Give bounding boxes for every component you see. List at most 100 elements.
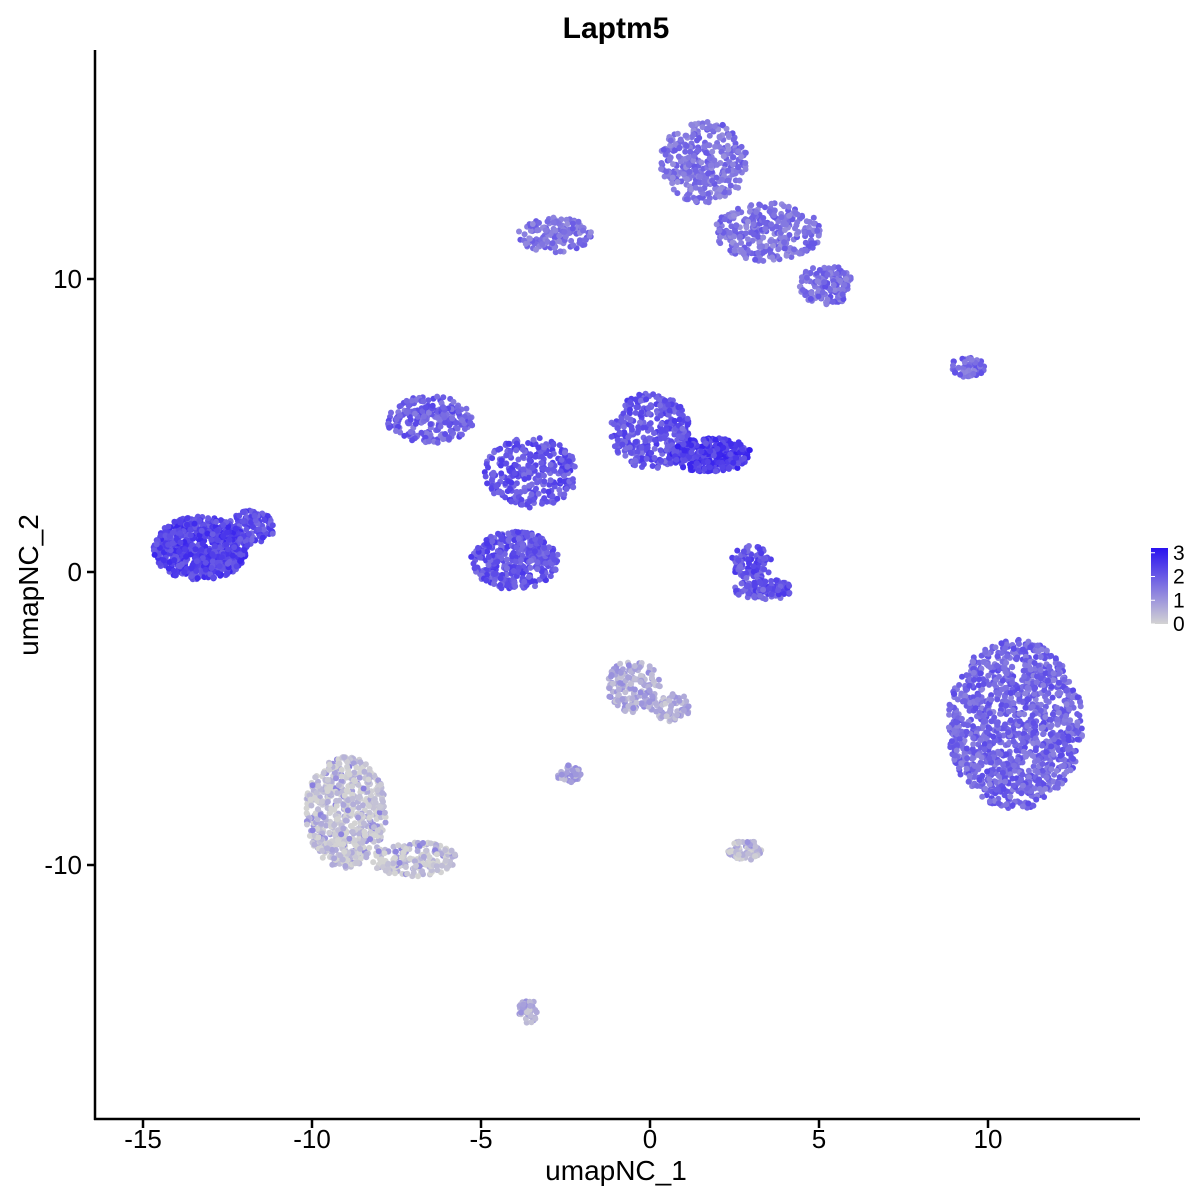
cell-point: [497, 575, 504, 582]
cell-point: [738, 153, 745, 160]
cell-point: [1010, 738, 1017, 745]
cell-point: [1039, 760, 1046, 767]
cell-point: [355, 804, 362, 811]
cell-point: [615, 686, 622, 693]
cell-point: [482, 473, 489, 480]
cell-point: [379, 789, 386, 796]
cell-point: [375, 848, 382, 855]
cell-point: [742, 160, 749, 166]
cell-point: [663, 168, 670, 175]
cell-point: [512, 462, 519, 468]
cell-point: [726, 849, 733, 855]
cell-point: [768, 200, 775, 207]
cell-point: [990, 733, 997, 740]
cell-point: [251, 512, 258, 519]
cell-point: [412, 420, 419, 427]
cell-point: [637, 679, 644, 685]
cell-point: [303, 805, 310, 812]
cell-point: [470, 560, 477, 567]
cell-point: [344, 763, 351, 770]
cell-point: [1001, 665, 1007, 671]
cell-point: [429, 402, 436, 409]
cell-point: [335, 827, 342, 834]
cell-point: [721, 189, 728, 196]
cell-point: [442, 857, 449, 864]
cell-point: [1029, 712, 1036, 719]
cell-point: [367, 836, 374, 843]
cell-point: [672, 147, 678, 154]
cell-point: [632, 457, 639, 464]
cell-point: [727, 182, 734, 189]
cell-point: [744, 839, 751, 846]
cell-point: [745, 240, 752, 247]
cell-point: [1054, 732, 1061, 739]
cell-point: [1022, 690, 1029, 697]
cell-point: [1055, 709, 1062, 716]
cell-point: [1003, 702, 1010, 709]
cell-point: [442, 847, 449, 854]
cell-point: [629, 695, 636, 702]
cell-point: [610, 680, 616, 687]
cell-point: [963, 745, 970, 752]
cell-point: [1029, 703, 1036, 710]
cell-point: [366, 844, 373, 851]
cell-point: [510, 549, 517, 556]
cell-point: [640, 461, 647, 468]
cell-point: [945, 724, 952, 731]
cell-point: [760, 234, 767, 241]
cell-point: [353, 764, 360, 771]
cell-point: [440, 404, 447, 411]
cell-point: [324, 845, 331, 852]
cell-point: [324, 788, 331, 795]
cell-point: [513, 544, 520, 551]
cell-point: [963, 765, 970, 772]
cell-point: [373, 852, 380, 859]
cell-point: [446, 435, 453, 441]
cell-point: [986, 776, 993, 783]
cell-point: [550, 219, 557, 226]
cell-point: [390, 843, 397, 850]
cell-point: [620, 423, 627, 430]
cell-point: [333, 802, 340, 809]
cell-point: [359, 839, 366, 846]
cell-point: [372, 799, 379, 806]
cell-point: [974, 782, 981, 789]
cell-point: [332, 831, 338, 838]
cell-point: [454, 425, 461, 432]
cell-point: [662, 151, 669, 158]
cell-point: [303, 810, 310, 817]
cell-point: [786, 212, 793, 219]
cell-point: [489, 538, 496, 545]
cell-point: [392, 848, 399, 855]
cell-point: [980, 681, 987, 688]
cell-point: [725, 167, 732, 174]
cell-point: [970, 735, 977, 741]
cell-point: [434, 439, 441, 446]
cell-point: [381, 809, 388, 816]
cell-point: [309, 827, 316, 834]
cell-point: [627, 681, 634, 687]
cell-point: [532, 583, 538, 590]
cell-point: [458, 417, 465, 424]
cell-point: [610, 421, 617, 428]
cell-point: [615, 691, 622, 698]
cell-point: [751, 593, 758, 600]
cell-point: [995, 800, 1002, 807]
cell-point: [1054, 780, 1061, 787]
cell-point: [966, 682, 973, 689]
cell-point: [651, 455, 658, 461]
cell-point: [627, 406, 633, 413]
cell-point: [725, 177, 732, 184]
cell-point: [547, 573, 554, 580]
cell-point: [985, 672, 992, 679]
cell-point: [356, 770, 363, 776]
cell-point: [1016, 696, 1023, 703]
cell-point: [788, 254, 795, 260]
cell-point: [1022, 662, 1029, 669]
cell-point: [696, 173, 703, 180]
cell-point: [646, 699, 653, 706]
cell-point: [632, 438, 639, 445]
cell-point: [631, 675, 638, 682]
cell-point: [505, 581, 512, 588]
cell-point: [766, 208, 773, 215]
